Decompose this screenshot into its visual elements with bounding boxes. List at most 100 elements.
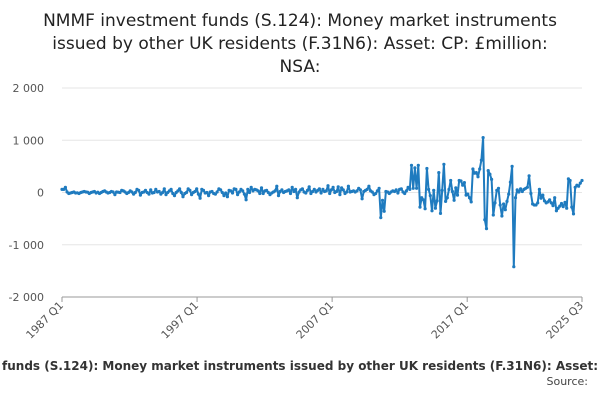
chart-title-line-2: issued by other UK residents (F.31N6): A…: [52, 34, 547, 54]
data-point: [496, 186, 501, 190]
data-point: [415, 186, 419, 190]
data-point: [433, 206, 437, 210]
chart-title: NMMF investment funds (S.124): Money mar…: [43, 11, 557, 77]
data-point: [462, 181, 466, 185]
data-point: [360, 197, 364, 201]
data-point: [466, 192, 470, 196]
data-point: [461, 183, 465, 187]
data-point: [442, 162, 446, 166]
data-point: [498, 203, 502, 207]
data-point: [447, 187, 451, 191]
data-point: [367, 184, 371, 188]
data-point: [331, 185, 335, 189]
data-point: [467, 196, 472, 200]
data-point: [551, 204, 555, 208]
data-point: [500, 214, 504, 218]
data-point: [345, 190, 349, 194]
data-point: [490, 177, 494, 181]
data-point: [256, 189, 260, 193]
data-point: [432, 188, 436, 192]
data-point: [338, 193, 342, 197]
data-point: [416, 163, 420, 167]
data-point: [539, 196, 543, 200]
data-point: [493, 201, 497, 205]
data-point: [541, 193, 545, 197]
data-point: [445, 196, 449, 200]
data-point: [273, 189, 277, 193]
data-point: [300, 187, 304, 191]
data-point: [382, 209, 386, 213]
data-point: [317, 187, 321, 191]
data-point: [63, 185, 67, 189]
data-point: [196, 192, 200, 196]
data-point: [215, 190, 219, 194]
data-point: [304, 191, 308, 195]
y-tick-label: 1 000: [13, 134, 45, 147]
data-point: [484, 227, 489, 231]
y-tick-label: 0: [37, 187, 44, 200]
data-point: [157, 189, 161, 194]
data-point: [577, 184, 581, 188]
data-point: [507, 192, 511, 196]
data-point: [568, 178, 572, 183]
data-point: [428, 194, 432, 198]
data-point: [549, 201, 553, 205]
data-point: [502, 202, 506, 206]
data-point: [169, 187, 173, 191]
data-point: [234, 187, 238, 191]
data-point: [459, 179, 463, 183]
data-point: [578, 181, 582, 185]
data-point: [201, 188, 206, 192]
data-point: [137, 188, 141, 192]
data-point: [334, 189, 339, 194]
data-point: [411, 186, 415, 190]
data-point: [147, 192, 151, 196]
data-point: [341, 188, 345, 192]
y-tick-label: 2 000: [13, 82, 45, 95]
data-point: [326, 184, 330, 188]
data-point: [193, 189, 197, 194]
data-point: [536, 201, 540, 205]
data-point: [188, 188, 192, 192]
data-point: [220, 190, 224, 195]
data-point: [519, 187, 523, 191]
data-point: [355, 189, 359, 193]
data-point: [246, 187, 250, 191]
data-point: [312, 187, 316, 191]
data-point: [225, 195, 229, 199]
chart-title-line-1: NMMF investment funds (S.124): Money mar…: [43, 11, 557, 31]
data-point: [307, 185, 311, 189]
data-point: [276, 194, 281, 198]
data-point: [435, 199, 439, 203]
x-tick-label: 2025 Q3: [544, 299, 587, 342]
data-point: [244, 198, 248, 202]
data-point: [195, 187, 199, 191]
data-point: [237, 190, 241, 194]
data-point: [450, 189, 454, 194]
y-tick-label: -2 000: [9, 291, 44, 304]
y-tick-label: -1 000: [9, 239, 44, 252]
data-point: [399, 187, 403, 191]
data-point: [241, 189, 245, 193]
data-point: [346, 184, 350, 188]
data-point: [247, 190, 252, 195]
data-point: [537, 187, 542, 191]
data-point: [455, 193, 460, 197]
data-point: [427, 187, 431, 191]
data-point: [425, 166, 429, 171]
data-point: [452, 198, 456, 202]
data-point: [380, 198, 385, 202]
data-point: [421, 198, 425, 202]
data-point: [486, 169, 490, 173]
data-point: [358, 188, 362, 192]
data-point: [527, 174, 531, 178]
data-point: [474, 171, 478, 175]
data-point: [261, 191, 265, 196]
data-point: [222, 194, 226, 198]
data-point: [275, 184, 279, 188]
data-point: [149, 188, 153, 192]
data-point: [512, 265, 516, 269]
data-point: [413, 166, 417, 170]
data-point: [580, 178, 584, 183]
